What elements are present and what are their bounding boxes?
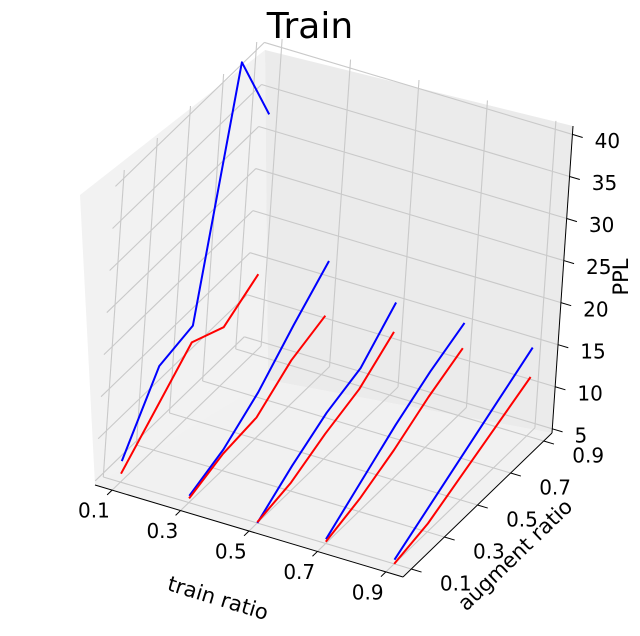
z-tick-mark	[560, 302, 572, 307]
left-pane	[80, 50, 268, 485]
x-tick-label: 0.9	[352, 580, 384, 604]
z-axis-line	[551, 125, 574, 434]
right-pane	[265, 50, 573, 433]
tick-marks	[106, 133, 583, 578]
z-grid-left	[97, 294, 248, 440]
z-grid-left	[106, 168, 257, 313]
z-tick-mark	[566, 218, 578, 223]
y-grid-floor	[235, 348, 544, 442]
z-grid-back	[255, 168, 564, 262]
tick-labels: 0.10.30.50.70.9 0.10.30.50.70.95101520253…	[78, 129, 620, 604]
y-tick-label: 0.5	[506, 507, 538, 531]
z-tick-label: 30	[589, 213, 614, 237]
z-tick-mark	[572, 133, 583, 138]
x-tick-mark	[312, 551, 318, 557]
y-tick-mark	[510, 472, 522, 477]
z-tick-label: 35	[592, 171, 617, 195]
series-2-line-5	[393, 376, 532, 565]
series-1-line-5	[393, 347, 534, 561]
z-grid-back	[244, 336, 553, 430]
y-tick-mark	[477, 504, 488, 509]
x-grid-back	[329, 59, 352, 367]
x-grid-back	[465, 100, 488, 408]
y-grid-floor	[202, 380, 511, 474]
x-axis-label: train ratio	[165, 572, 271, 625]
z-grid-left	[100, 252, 251, 398]
y-grid-floor	[169, 412, 478, 506]
chart-title: Train	[266, 6, 353, 47]
series-1-line-3	[256, 302, 397, 524]
x-tick-mark	[106, 489, 113, 496]
x-grid-back	[260, 39, 283, 347]
y-tick-label: 0.1	[440, 571, 472, 595]
y-tick-label: 0.3	[473, 539, 505, 563]
grid-lines	[94, 39, 573, 573]
series-2-line-1	[120, 273, 260, 475]
x-tick-label: 0.7	[283, 560, 315, 584]
series-2-line-3	[256, 331, 395, 523]
x-tick-mark	[243, 530, 250, 537]
y-grid-floor	[103, 476, 412, 570]
z-grid-back	[258, 125, 567, 220]
series-2-line-4	[325, 347, 464, 543]
series-1-line-4	[325, 322, 466, 540]
z-grid-left	[103, 210, 254, 356]
z-grid-left	[115, 42, 265, 187]
z-tick-mark	[569, 175, 580, 181]
z-grid-back	[247, 294, 556, 388]
x-tick-mark	[175, 510, 181, 516]
x-grid-back	[397, 79, 420, 388]
z-grid-back	[249, 252, 559, 346]
z-grid-back	[261, 83, 570, 177]
z-tick-label: 20	[583, 297, 608, 321]
y-tick-mark	[411, 568, 422, 573]
z-grid-left	[109, 126, 260, 271]
z-grid-back	[252, 210, 562, 304]
floor-pane	[95, 380, 552, 577]
y-grid-floor	[136, 444, 445, 538]
z-grid-left	[94, 336, 245, 482]
x-tick-label: 0.1	[78, 499, 110, 523]
x-tick-mark	[380, 571, 387, 578]
x-grid-back	[534, 120, 557, 428]
y-tick-mark	[444, 536, 455, 541]
series-1-line-2	[188, 260, 330, 497]
z-tick-label: 10	[577, 381, 602, 405]
y-tick-label: 0.9	[572, 443, 604, 467]
series-2-line-2	[188, 315, 327, 500]
z-axis-label: PPL	[609, 258, 633, 295]
z-tick-mark	[555, 386, 566, 391]
y-tick-mark	[543, 440, 555, 445]
z-tick-label: 15	[580, 339, 605, 363]
z-tick-label: 5	[575, 423, 588, 447]
y-tick-label: 0.7	[539, 475, 571, 499]
x-tick-label: 0.5	[215, 540, 247, 564]
z-tick-label: 25	[586, 255, 611, 279]
z-tick-mark	[552, 428, 563, 433]
series-lines	[120, 61, 534, 565]
series-1-line-1	[120, 61, 271, 462]
z-tick-mark	[557, 344, 569, 349]
z-grid-left	[112, 84, 262, 229]
z-tick-label: 40	[595, 129, 620, 153]
z-grid-back	[264, 41, 573, 135]
z-tick-mark	[563, 260, 575, 265]
x-tick-label: 0.3	[146, 519, 178, 543]
